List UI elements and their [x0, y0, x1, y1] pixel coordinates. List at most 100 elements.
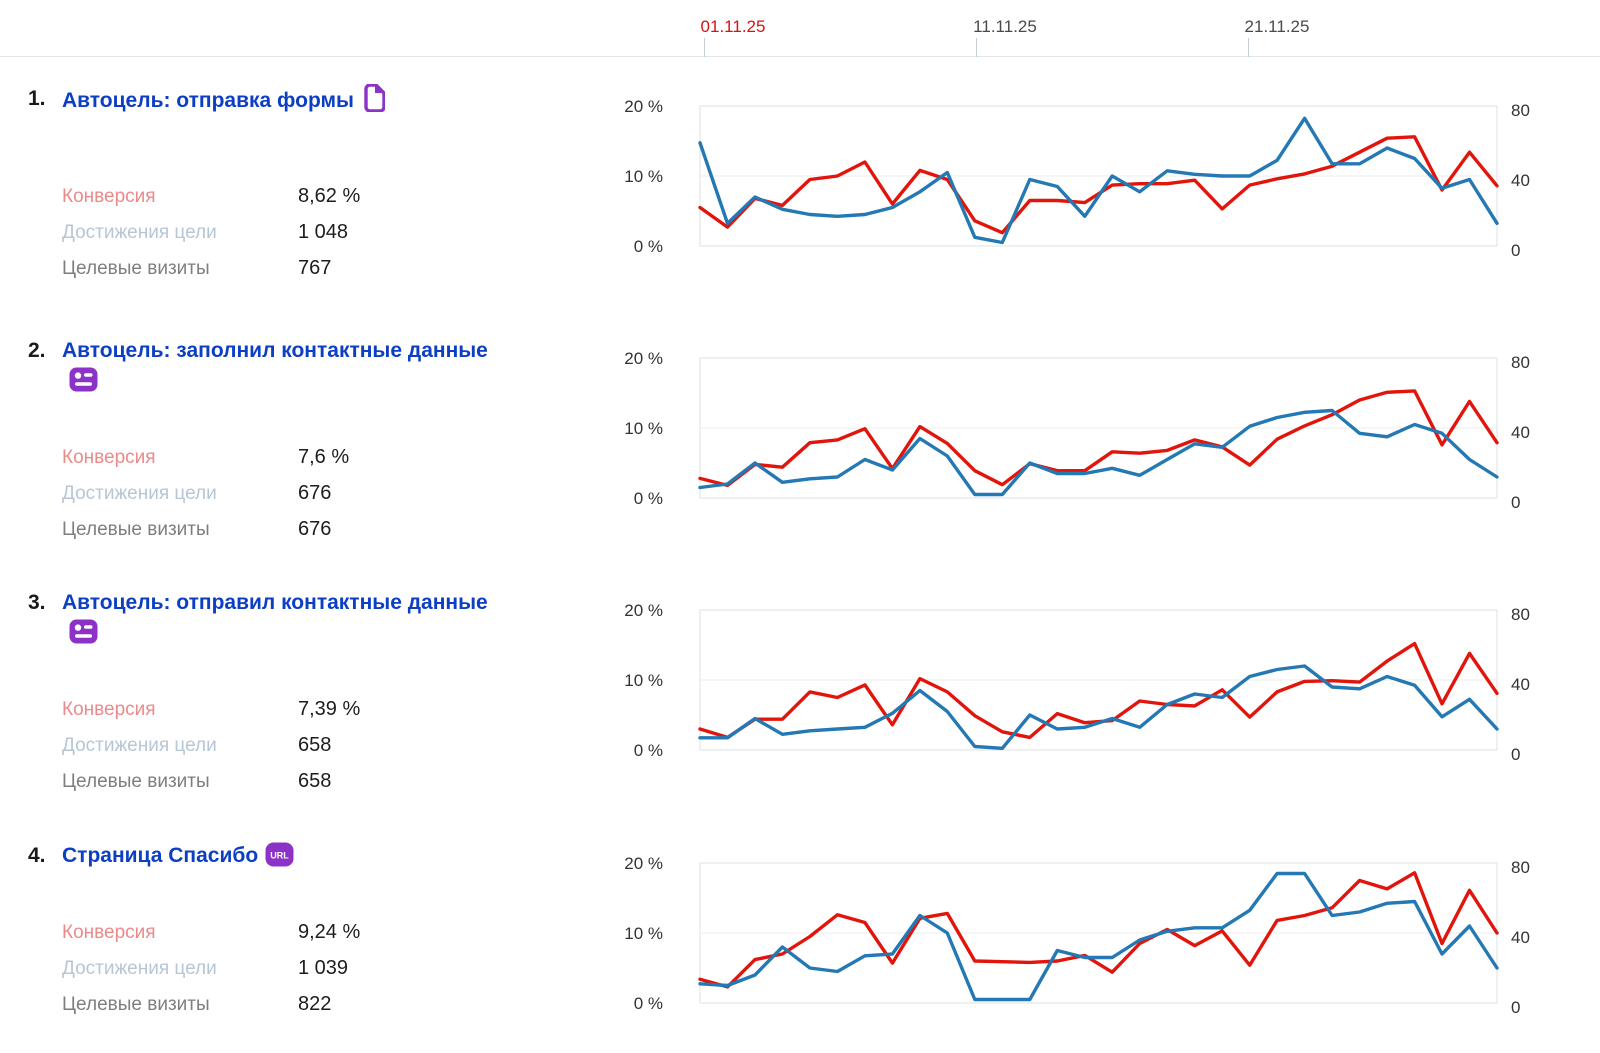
goal-row: 2. Автоцель: заполнил контактные данные …	[0, 336, 1600, 588]
goal-visits-stat-row: Целевые визиты 767	[62, 257, 562, 293]
right-axis-tick-label: 0	[1511, 745, 1520, 764]
right-axis-tick-label: 80	[1511, 353, 1530, 372]
conversion-label: Конверсия	[62, 922, 156, 943]
line-chart-svg: 20 % 10 % 0 % 80 40 0	[624, 601, 1530, 764]
left-axis-tick-label: 10 %	[624, 671, 663, 690]
right-axis-tick-label: 80	[1511, 858, 1530, 877]
conversion-line	[698, 389, 1499, 488]
goal-heading: 3. Автоцель: отправил контактные данные	[28, 588, 588, 648]
conversion-trend-chart[interactable]: 20 % 10 % 0 % 80 40 0	[605, 90, 1550, 265]
goal-reaches-line	[698, 871, 1499, 1002]
line-chart-svg: 20 % 10 % 0 % 80 40 0	[624, 854, 1530, 1017]
goal-visits-value: 822	[298, 993, 332, 1015]
goal-info: 4. Страница Спасибо URL Конверсия 9,24 % Д…	[28, 841, 588, 1015]
left-axis-tick-label: 0 %	[634, 741, 663, 760]
date-axis-tick	[976, 38, 977, 57]
left-axis-tick-label: 0 %	[634, 489, 663, 508]
svg-text:URL: URL	[270, 851, 289, 861]
goal-visits-stat-row: Целевые визиты 658	[62, 770, 562, 806]
conversion-value: 7,39 %	[298, 698, 361, 720]
conversion-stat-row: Конверсия 9,24 %	[62, 921, 562, 957]
goal-row: 4. Страница Спасибо URL Конверсия 9,24 % Д…	[0, 841, 1600, 1053]
right-axis-tick-label: 40	[1511, 171, 1530, 190]
goal-number: 1.	[28, 87, 46, 110]
goal-reaches-line	[698, 116, 1499, 245]
goal-visits-value: 676	[298, 518, 332, 540]
left-axis-tick-label: 20 %	[624, 854, 663, 873]
goal-number: 2.	[28, 339, 46, 362]
goal-reaches-line	[698, 664, 1499, 751]
goal-title-link[interactable]: Автоцель: отправка формы	[62, 89, 354, 112]
contact-data-goal-icon	[69, 367, 98, 392]
right-axis-tick-label: 80	[1511, 101, 1530, 120]
right-axis-tick-label: 0	[1511, 998, 1520, 1017]
conversion-value: 7,6 %	[298, 446, 350, 468]
date-axis-label: 11.11.25	[973, 17, 1037, 36]
left-axis-tick-label: 10 %	[624, 419, 663, 438]
contact-data-goal-icon	[69, 619, 98, 644]
left-axis-tick-label: 20 %	[624, 349, 663, 368]
goal-title-link[interactable]: Страница Спасибо	[62, 844, 259, 867]
conversion-trend-chart[interactable]: 20 % 10 % 0 % 80 40 0	[605, 594, 1550, 769]
date-axis-tick	[1248, 38, 1249, 57]
goal-visits-label: Целевые визиты	[62, 771, 210, 792]
date-axis-label: 21.11.25	[1244, 17, 1310, 36]
goal-reaches-value: 1 039	[298, 957, 349, 979]
goal-reaches-line	[698, 408, 1499, 497]
date-axis-tick	[704, 38, 705, 57]
conversion-label: Конверсия	[62, 447, 156, 468]
goal-stats: Конверсия 8,62 % Достижения цели 1 048 Цел…	[62, 185, 562, 293]
left-axis-tick-label: 0 %	[634, 237, 663, 256]
conversion-trend-chart[interactable]: 20 % 10 % 0 % 80 40 0	[605, 342, 1550, 517]
goal-visits-stat-row: Целевые визиты 822	[62, 993, 562, 1029]
conversion-stat-row: Конверсия 7,6 %	[62, 446, 562, 482]
right-axis-tick-label: 80	[1511, 605, 1530, 624]
conversion-stat-row: Конверсия 7,39 %	[62, 698, 562, 734]
line-chart-svg: 20 % 10 % 0 % 80 40 0	[624, 97, 1530, 260]
goal-info: 3. Автоцель: отправил контактные данные …	[28, 588, 588, 792]
goal-reaches-stat-row: Достижения цели 1 048	[62, 221, 562, 257]
right-axis-tick-label: 40	[1511, 675, 1530, 694]
conversion-label: Конверсия	[62, 699, 156, 720]
left-axis-tick-label: 20 %	[624, 97, 663, 116]
goal-title-link[interactable]: Автоцель: отправил контактные данные	[62, 591, 488, 614]
shared-date-axis: 01.11.25 11.11.25 21.11.25	[0, 0, 1600, 57]
left-axis-tick-label: 0 %	[634, 994, 663, 1013]
left-axis-tick-label: 10 %	[624, 167, 663, 186]
page-goal-icon	[361, 83, 386, 113]
date-axis-label: 01.11.25	[700, 17, 766, 36]
goal-reaches-value: 1 048	[298, 221, 349, 243]
goal-heading: 1. Автоцель: отправка формы	[28, 83, 588, 116]
goal-reaches-label: Достижения цели	[62, 222, 217, 243]
goal-number: 4.	[28, 844, 46, 867]
goal-reaches-value: 676	[298, 482, 332, 504]
conversion-trend-chart[interactable]: 20 % 10 % 0 % 80 40 0	[605, 847, 1550, 1022]
goal-reaches-value: 658	[298, 734, 332, 756]
goal-row: 3. Автоцель: отправил контактные данные …	[0, 588, 1600, 840]
url-goal-icon: URL	[265, 842, 294, 867]
right-axis-tick-label: 40	[1511, 423, 1530, 442]
contact-data-goal-icon	[69, 619, 98, 644]
goal-reaches-label: Достижения цели	[62, 483, 217, 504]
conversion-line	[698, 871, 1499, 989]
conversion-line	[698, 135, 1499, 235]
goal-stats: Конверсия 7,39 % Достижения цели 658 Целев…	[62, 698, 562, 806]
url-goal-icon: URL	[265, 842, 294, 867]
goal-stats: Конверсия 7,6 % Достижения цели 676 Целевы…	[62, 446, 562, 554]
goal-reaches-label: Достижения цели	[62, 735, 217, 756]
goal-visits-value: 767	[298, 257, 332, 279]
goal-reaches-stat-row: Достижения цели 658	[62, 734, 562, 770]
goal-reaches-stat-row: Достижения цели 1 039	[62, 957, 562, 993]
page-goal-icon	[364, 83, 386, 113]
goal-visits-stat-row: Целевые визиты 676	[62, 518, 562, 554]
goal-visits-label: Целевые визиты	[62, 994, 210, 1015]
goal-heading: 4. Страница Спасибо URL	[28, 841, 588, 871]
goal-info: 2. Автоцель: заполнил контактные данные …	[28, 336, 588, 540]
conversion-stat-row: Конверсия 8,62 %	[62, 185, 562, 221]
right-axis-tick-label: 0	[1511, 493, 1520, 512]
goal-reaches-label: Достижения цели	[62, 958, 217, 979]
goal-info: 1. Автоцель: отправка формы Конверсия 8,6…	[28, 83, 588, 279]
goal-visits-label: Целевые визиты	[62, 519, 210, 540]
goal-title-link[interactable]: Автоцель: заполнил контактные данные	[62, 339, 488, 362]
